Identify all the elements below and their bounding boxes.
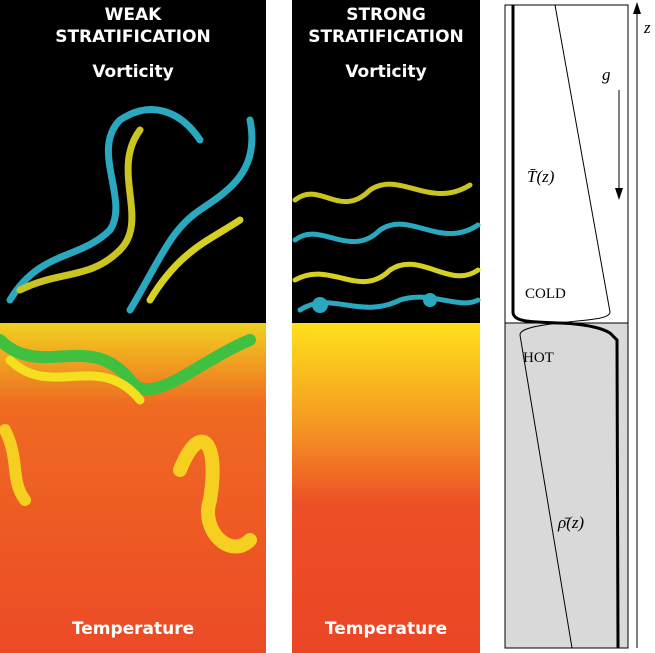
hot-region (505, 323, 628, 648)
strong-panel: STRONG STRATIFICATION Vorticity Temperat… (292, 0, 481, 653)
cold-label: COLD (525, 286, 566, 302)
panel-title: STRATIFICATION (308, 27, 464, 47)
turbulence (0, 106, 257, 554)
box (504, 4, 629, 649)
panel-title: STRATIFICATION (55, 27, 211, 47)
temperature-label: T̄(z) (527, 167, 555, 186)
gravity-arrow-head (615, 188, 623, 200)
vorticity-field (292, 0, 480, 323)
bottom-label: Temperature (72, 619, 194, 639)
turbulence (292, 181, 481, 313)
profile-diagram: g T̄(z) COLD HOT ρ̄(z) z (504, 2, 651, 649)
weak-panel: WEAK STRATIFICATION Vorticity Temperatur… (0, 0, 266, 653)
vorticity-field (0, 0, 266, 323)
bottom-label: Temperature (325, 619, 447, 639)
panel-title: STRONG (346, 5, 426, 25)
top-label: Vorticity (345, 62, 426, 82)
hot-label: HOT (523, 350, 554, 366)
temperature-field (292, 323, 480, 653)
density-profile (519, 4, 611, 649)
z-axis-head (633, 2, 641, 14)
top-label: Vorticity (92, 62, 173, 82)
axis-label: z (643, 18, 651, 37)
panel-title: WEAK (105, 5, 163, 25)
density-label: ρ̄(z) (557, 513, 584, 532)
gravity-label: g (602, 65, 611, 84)
